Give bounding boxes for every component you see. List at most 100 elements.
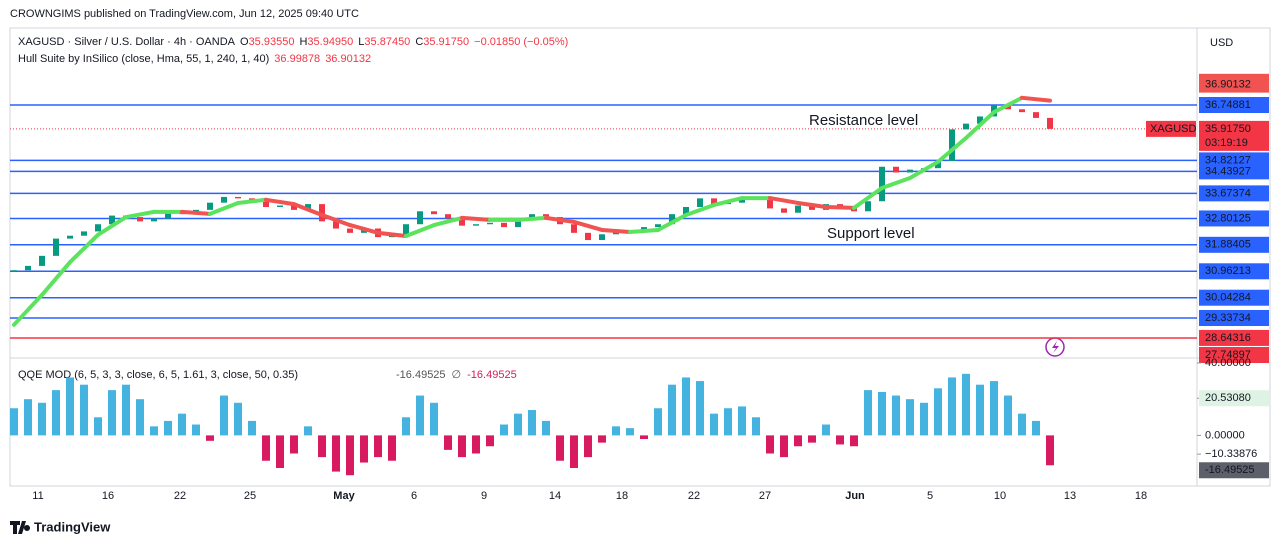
price-label-bg	[1199, 163, 1269, 180]
qqe-value: -16.49525	[467, 369, 517, 381]
candle	[151, 218, 157, 222]
qqe-bar	[1018, 413, 1026, 436]
currency: USD	[1210, 37, 1233, 49]
ohlc-key: L	[358, 36, 364, 48]
hull-label-bg	[1199, 76, 1269, 93]
candle	[25, 265, 31, 271]
candle	[263, 199, 269, 207]
hull-segment	[40, 260, 72, 297]
candle	[319, 204, 325, 222]
hull-name: Hull Suite by InSilico (close, Hma, 55, …	[18, 53, 269, 65]
price-label: 34.43927	[1205, 165, 1251, 177]
price-label-bg	[1199, 236, 1269, 253]
hull-segment	[68, 232, 100, 265]
hull-segment	[656, 213, 688, 232]
qqe-bar	[836, 435, 844, 445]
candle	[473, 224, 479, 226]
symbol-tag-bg	[1146, 120, 1196, 137]
qqe-bar	[598, 435, 606, 443]
qqe-legend: QQE MOD (6, 5, 3, 3, close, 6, 5, 1.61, …	[18, 369, 298, 381]
hull-segment	[852, 186, 884, 210]
qqe-bar	[108, 390, 116, 436]
price-label: 33.67374	[1205, 187, 1251, 199]
y-tick-label: 20.53080	[1205, 392, 1251, 404]
y-tick-bg	[1199, 390, 1269, 407]
candle	[767, 198, 773, 209]
candle	[95, 224, 101, 232]
qqe-na: ∅	[452, 369, 462, 381]
x-tick-label: 13	[1064, 490, 1076, 502]
price-label: 30.96213	[1205, 265, 1251, 277]
candle	[207, 202, 213, 210]
candle	[879, 166, 885, 202]
qqe-bar	[822, 424, 830, 436]
candle	[67, 235, 73, 239]
qqe-bar	[458, 435, 466, 458]
qqe-bar	[276, 435, 284, 468]
hull-segment	[96, 215, 128, 237]
x-tick-label: 27	[759, 490, 771, 502]
candle	[305, 204, 311, 210]
price-label-bg	[1199, 329, 1269, 346]
candle	[1047, 117, 1053, 129]
qqe-bar	[738, 406, 746, 436]
hull-segment	[992, 95, 1024, 115]
x-tick-label: Jun	[845, 490, 865, 502]
candle	[935, 161, 941, 169]
hull-segment	[712, 196, 744, 207]
price-label: 30.04284	[1205, 292, 1251, 304]
candle	[53, 238, 59, 256]
candle	[459, 218, 465, 226]
hull-segment	[376, 230, 408, 239]
hull-segment	[1020, 95, 1052, 103]
candle	[445, 214, 451, 219]
qqe-bar	[94, 417, 102, 436]
x-tick-label: May	[333, 490, 355, 502]
hull-segment	[964, 110, 996, 141]
qqe-bar	[556, 435, 564, 461]
price-label-bg	[1199, 289, 1269, 306]
candle	[683, 206, 689, 215]
candle	[403, 224, 409, 236]
qqe-bar	[220, 395, 228, 436]
qqe-bar	[318, 435, 326, 458]
qqe-bar	[150, 426, 158, 436]
candle	[235, 196, 241, 199]
candle	[963, 123, 969, 130]
qqe-bar	[346, 435, 354, 476]
candle	[277, 205, 283, 207]
hull-segment	[908, 159, 940, 180]
qqe-bar	[668, 384, 676, 436]
brand-name: TradingView	[34, 519, 111, 534]
hull-segment	[684, 202, 716, 218]
price-label-bg	[1199, 185, 1269, 202]
countdown: 03:19:19	[1205, 137, 1248, 149]
qqe-bar	[486, 435, 494, 447]
price-label-bg	[1199, 347, 1269, 363]
x-tick-label: 5	[927, 490, 933, 502]
qqe-bar	[850, 435, 858, 447]
qqe-bar	[766, 435, 774, 454]
qqe-bar	[920, 402, 928, 436]
qqe-bar	[290, 435, 298, 454]
ohlc-value: 35.91750	[423, 36, 469, 48]
qqe-bar	[934, 388, 942, 436]
qqe-bar	[248, 420, 256, 436]
qqe-bar	[206, 435, 214, 441]
price-label: 28.64316	[1205, 332, 1251, 344]
hull-label: 36.90132	[1205, 79, 1251, 91]
qqe-bar	[1032, 420, 1040, 436]
last-price-label: 35.91750	[1205, 123, 1251, 135]
qqe-title: QQE MOD (6, 5, 3, 3, close, 6, 5, 1.61, …	[18, 369, 298, 381]
last-price-bg	[1199, 120, 1269, 151]
alert-bolt	[1052, 341, 1059, 353]
qqe-last-bg	[1199, 462, 1269, 479]
x-tick-label: 14	[549, 490, 561, 502]
qqe-bar	[682, 377, 690, 436]
candle	[11, 270, 17, 272]
candle	[487, 222, 493, 225]
qqe-bar	[752, 417, 760, 436]
hull-segment	[628, 227, 660, 234]
hull-segment	[236, 197, 268, 205]
